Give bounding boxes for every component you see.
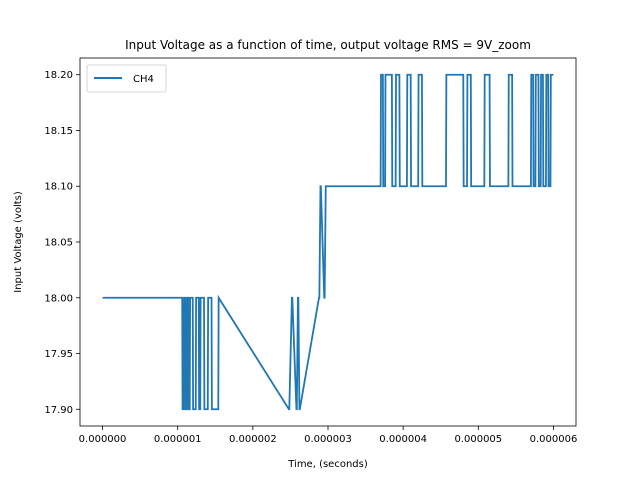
plot-frame [79, 57, 577, 427]
x-tick-label: 0.000002 [229, 434, 277, 445]
y-tick-label: 18.05 [44, 238, 73, 249]
y-tick-label: 18.10 [44, 182, 73, 193]
plot-area [102, 73, 554, 411]
legend-label: CH4 [133, 74, 154, 85]
x-tick-label: 0.000001 [154, 434, 202, 445]
legend-box [86, 64, 167, 93]
x-tick-label: 0.000003 [304, 434, 352, 445]
x-axis: 0.000000 0.000001 0.000002 0.000003 0.000004… [79, 426, 578, 445]
y-tick-label: 18.20 [44, 70, 73, 81]
y-tick-label: 18.00 [44, 293, 73, 304]
y-axis: 17.90 17.95 18.00 18.05 18.10 18.15 18.20 [44, 70, 80, 416]
x-tick-label: 0.000006 [530, 434, 578, 445]
series-line [102, 73, 554, 411]
y-axis-label: Input Voltage (volts) [13, 191, 24, 293]
y-tick-label: 18.15 [44, 126, 73, 137]
x-tick-label: 0.000000 [79, 434, 127, 445]
y-tick-label: 17.90 [44, 405, 73, 416]
y-tick-label: 17.95 [44, 349, 73, 360]
chart-title: Input Voltage as a function of time, out… [125, 38, 531, 52]
x-tick-label: 0.000005 [454, 434, 502, 445]
x-axis-label: Time, (seconds) [287, 459, 368, 470]
legend: CH4 [86, 64, 167, 93]
x-tick-label: 0.000004 [379, 434, 427, 445]
